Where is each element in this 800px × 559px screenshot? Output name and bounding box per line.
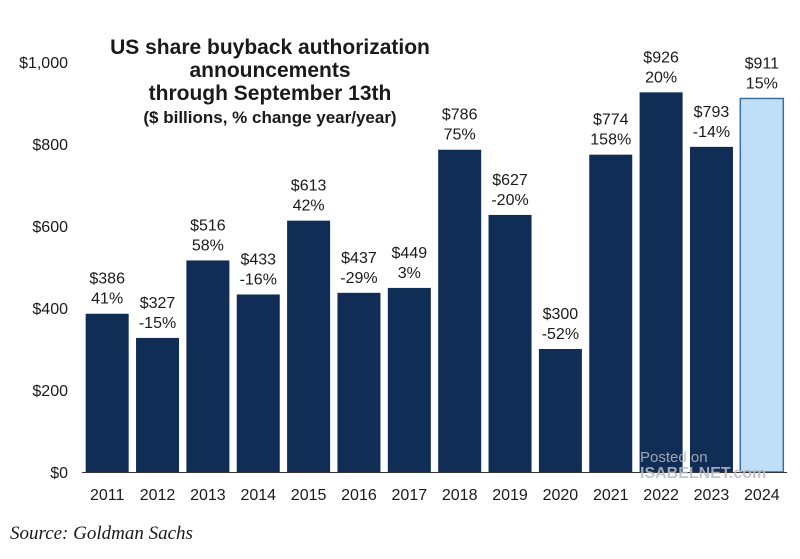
y-tick-label: $1,000	[19, 55, 68, 72]
chart-title: US share buyback authorization announcem…	[80, 36, 460, 129]
x-axis: 2011 2012 2013 2014 2015 2016 2017 2018 2019 2020…	[82, 472, 787, 504]
value-label: $613	[291, 178, 327, 195]
x-tick-label: 2017	[392, 487, 428, 504]
x-tick-label: 2021	[593, 487, 629, 504]
y-tick-label: $600	[32, 219, 68, 236]
bar	[488, 214, 532, 472]
bar	[438, 149, 482, 473]
y-tick-label: $200	[32, 383, 68, 400]
pct-change-label: 41%	[91, 291, 123, 308]
source-note: Source: Goldman Sachs	[10, 523, 193, 544]
value-label: $627	[492, 172, 528, 189]
bar	[236, 294, 280, 472]
title-line-3: through September 13th	[148, 82, 392, 105]
value-label: $516	[190, 217, 226, 234]
pct-change-label: 42%	[293, 198, 325, 215]
value-label: $300	[543, 306, 579, 323]
chart-subtitle: ($ billions, % change year/year)	[143, 108, 397, 127]
x-tick-label: 2014	[240, 487, 276, 504]
x-tick-label: 2016	[341, 487, 377, 504]
x-tick-label: 2024	[744, 487, 780, 504]
x-tick-label: 2015	[291, 487, 327, 504]
pct-change-label: -14%	[693, 124, 730, 141]
value-label: $386	[89, 271, 125, 288]
value-label: $926	[643, 49, 679, 66]
bar	[85, 313, 129, 472]
y-tick-label: $800	[32, 137, 68, 154]
value-label: $327	[140, 295, 176, 312]
pct-change-label: -20%	[491, 192, 528, 209]
pct-change-label: 158%	[590, 132, 631, 149]
x-tick-label: 2023	[694, 487, 730, 504]
x-tick-label: 2012	[140, 487, 176, 504]
pct-change-label: -29%	[340, 270, 377, 287]
pct-change-label: -52%	[542, 326, 579, 343]
value-label: $774	[593, 112, 629, 129]
pct-change-label: 75%	[444, 127, 476, 144]
pct-change-label: -15%	[139, 315, 176, 332]
title-line-2: announcements	[189, 59, 351, 82]
watermark: Posted on ISABELNET.com	[640, 450, 766, 482]
x-tick-label: 2018	[442, 487, 478, 504]
x-tick-label: 2020	[543, 487, 579, 504]
pct-change-label: 20%	[645, 69, 677, 86]
x-tick-label: 2013	[190, 487, 226, 504]
bar	[589, 154, 633, 472]
bars	[85, 92, 785, 473]
title-line-1: US share buyback authorization	[110, 36, 430, 59]
x-tick-label: 2019	[492, 487, 528, 504]
data-labels: $386 41% $327 -15% $516 58% $433 -16% $613 42% $43…	[89, 49, 779, 343]
x-tick-label: 2022	[643, 487, 679, 504]
x-tick-label: 2011	[90, 487, 125, 504]
pct-change-label: -16%	[240, 271, 277, 288]
value-label: $786	[442, 107, 478, 124]
value-label: $911	[745, 55, 780, 72]
bar	[639, 92, 683, 472]
bar	[689, 146, 733, 472]
bar	[136, 337, 180, 472]
pct-change-label: 3%	[398, 265, 421, 282]
watermark-line-2: ISABELNET.com	[640, 465, 767, 482]
y-tick-label: $400	[32, 301, 68, 318]
bar	[538, 349, 582, 472]
bar	[287, 220, 331, 472]
bar	[337, 292, 381, 472]
pct-change-label: 58%	[192, 237, 224, 254]
watermark-line-1: Posted on	[640, 449, 708, 466]
bar	[186, 260, 230, 472]
bar	[387, 287, 431, 472]
y-tick-label: $0	[50, 465, 68, 482]
value-label: $437	[341, 250, 377, 267]
value-label: $433	[240, 251, 276, 268]
value-label: $793	[694, 104, 730, 121]
pct-change-label: 15%	[746, 75, 778, 92]
value-label: $449	[392, 245, 428, 262]
bar	[739, 97, 785, 473]
y-axis: $0 $200 $400 $600 $800 $1,000	[19, 55, 68, 482]
